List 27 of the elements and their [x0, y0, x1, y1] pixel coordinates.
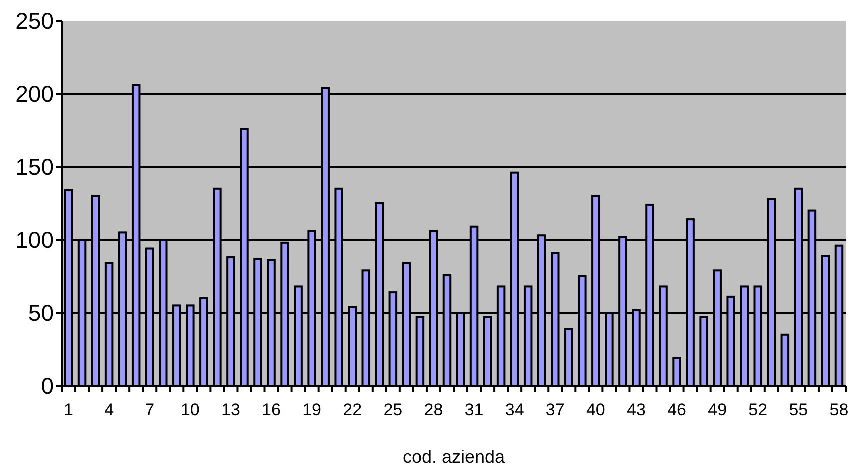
x-axis-title: cod. azienda	[402, 447, 506, 467]
x-tick-label: 40	[586, 400, 606, 420]
x-tick-label: 28	[424, 400, 444, 420]
x-tick-label: 7	[145, 400, 155, 420]
x-tick-label: 55	[789, 400, 808, 420]
y-tick-label: 200	[16, 81, 54, 107]
x-tick-label: 1	[64, 400, 74, 420]
x-tick-label: 25	[384, 400, 403, 420]
x-tick-label: 34	[505, 400, 524, 420]
y-tick-label: 0	[41, 373, 54, 399]
y-tick-label: 100	[16, 227, 54, 253]
x-tick-label: 4	[104, 400, 114, 420]
x-tick-label: 13	[222, 400, 240, 420]
x-tick-label: 10	[180, 400, 200, 420]
y-tick-label: 50	[28, 300, 54, 326]
x-tick-label: 58	[830, 400, 849, 420]
x-tick-label: 31	[464, 400, 484, 420]
x-tick-label: 43	[627, 400, 646, 420]
x-tick-label: 22	[343, 400, 362, 420]
x-tick-label: 46	[668, 400, 686, 420]
x-tick-label: 52	[748, 400, 768, 420]
x-tick-label: 37	[546, 400, 565, 420]
y-tick-label: 250	[16, 8, 54, 34]
x-tick-label: 49	[708, 400, 728, 420]
y-tick-label: 150	[16, 154, 54, 180]
x-tick-label: 19	[302, 400, 322, 420]
x-tick-label: 16	[262, 400, 281, 420]
